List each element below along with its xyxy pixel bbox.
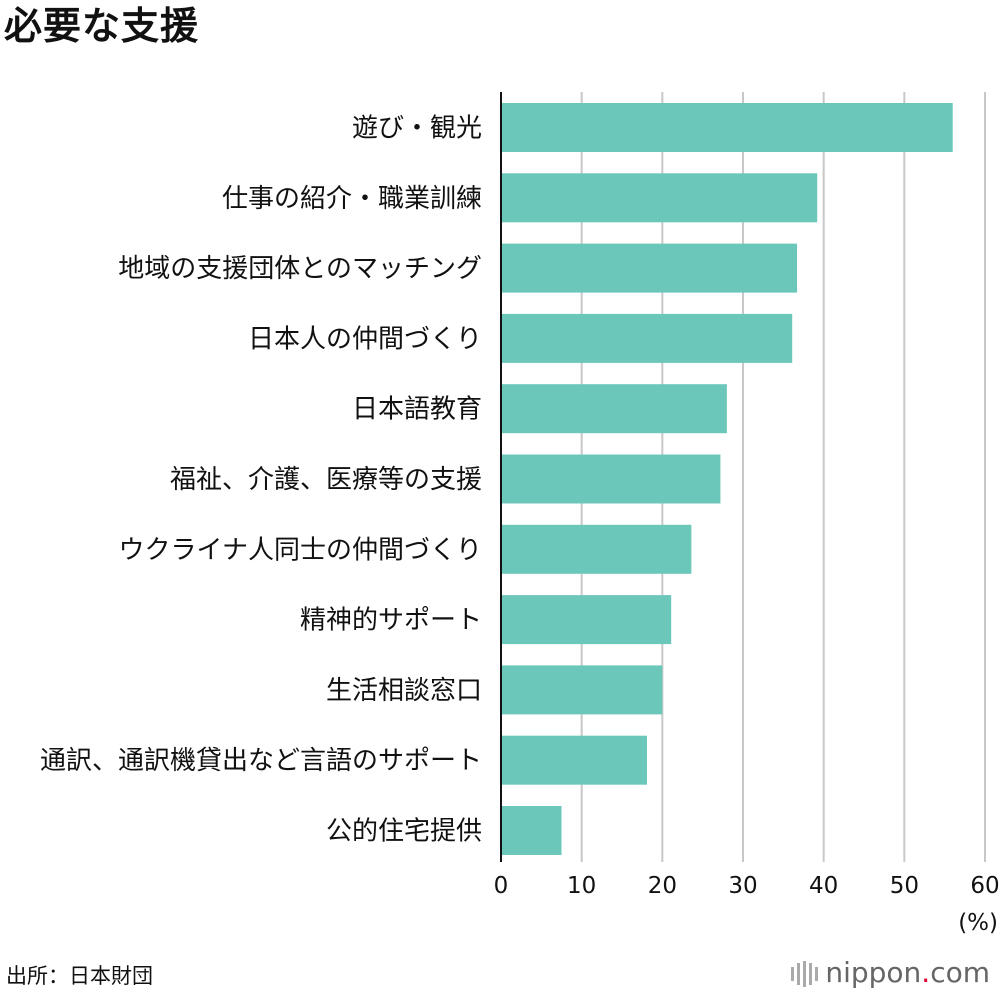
brand-bars-icon bbox=[791, 961, 819, 987]
bars bbox=[501, 103, 953, 855]
category-label: ウクライナ人同士の仲間づくり bbox=[119, 535, 482, 565]
x-tick-label: 40 bbox=[809, 873, 838, 899]
category-label: 生活相談窓口 bbox=[326, 676, 482, 706]
bar bbox=[501, 243, 798, 293]
bar bbox=[501, 384, 727, 434]
category-label: 福祉、介護、医療等の支援 bbox=[170, 465, 482, 495]
bar bbox=[501, 103, 953, 152]
x-tick-label: 50 bbox=[890, 873, 919, 899]
source-note: 出所：日本財団 bbox=[6, 964, 153, 988]
bar bbox=[501, 173, 818, 223]
category-label: 公的住宅提供 bbox=[326, 817, 482, 847]
category-label: 日本語教育 bbox=[352, 395, 482, 425]
x-tick-label: 10 bbox=[567, 873, 596, 899]
bar bbox=[501, 524, 692, 574]
bar bbox=[501, 735, 648, 785]
category-label: 遊び・観光 bbox=[352, 114, 482, 144]
chart-title: 必要な支援 bbox=[4, 4, 200, 48]
category-labels: 遊び・観光仕事の紹介・職業訓練地域の支援団体とのマッチング日本人の仲間づくり日本… bbox=[40, 114, 482, 847]
x-tick-label: 0 bbox=[494, 873, 509, 899]
x-tick-label: 30 bbox=[728, 873, 757, 899]
category-label: 精神的サポート bbox=[300, 606, 482, 636]
x-tick-label: 20 bbox=[648, 873, 677, 899]
brand-name: nippon bbox=[825, 956, 922, 989]
bar bbox=[501, 806, 562, 855]
bar bbox=[501, 454, 721, 504]
brand-suffix: com bbox=[930, 956, 990, 989]
category-label: 日本人の仲間づくり bbox=[248, 324, 482, 354]
category-label: 通訳、通訳機貸出など言語のサポート bbox=[40, 746, 482, 776]
brand-logo: nippon.com bbox=[791, 956, 990, 990]
bar bbox=[501, 313, 793, 363]
x-tick-label: 60 bbox=[970, 873, 999, 899]
bar bbox=[501, 665, 663, 715]
category-label: 仕事の紹介・職業訓練 bbox=[222, 184, 482, 214]
x-axis-unit-label: (%) bbox=[958, 910, 998, 936]
brand-dot: . bbox=[921, 956, 931, 989]
bar bbox=[501, 595, 672, 645]
category-label: 地域の支援団体とのマッチング bbox=[118, 254, 482, 284]
x-tick-labels: 0 10 20 30 40 50 60 bbox=[494, 873, 1000, 899]
